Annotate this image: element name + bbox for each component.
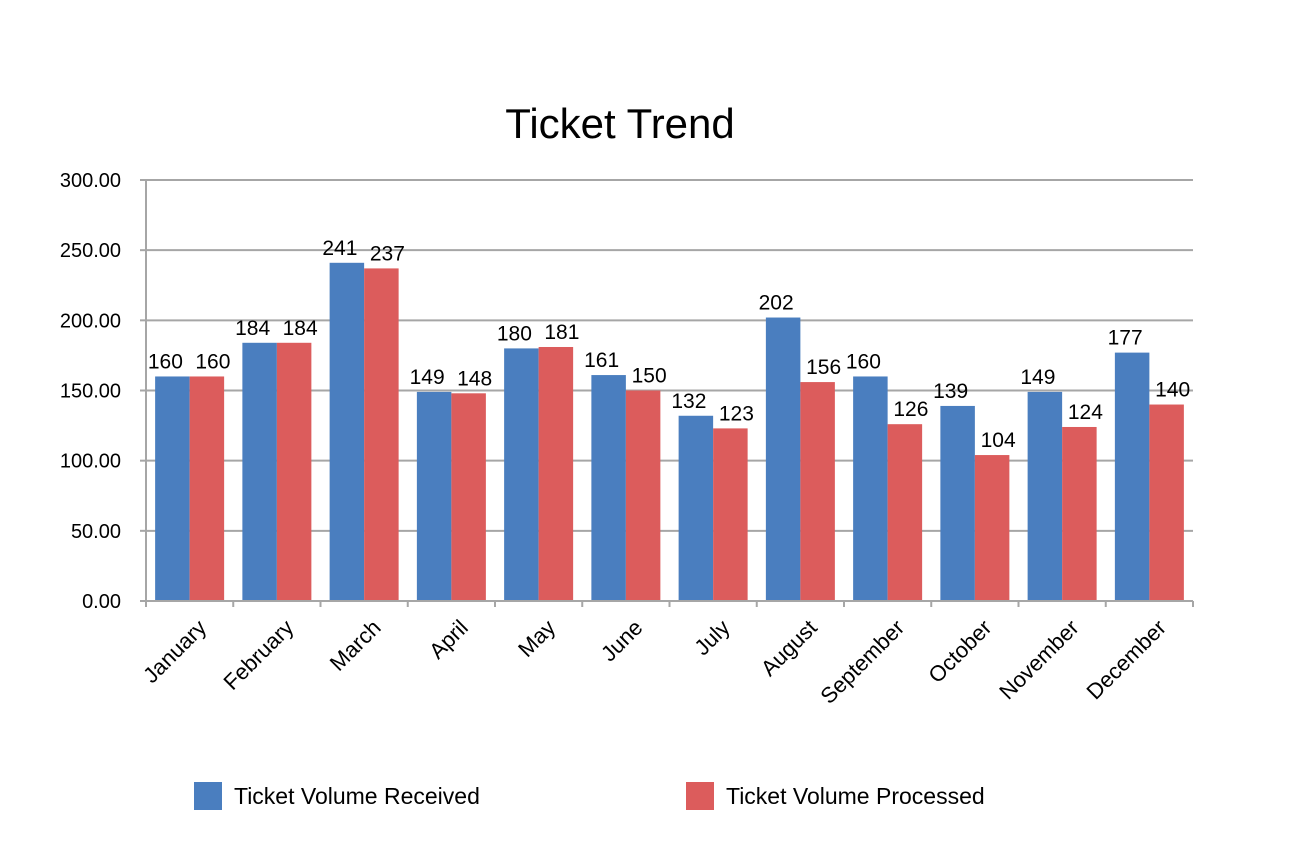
data-label: 160: [148, 350, 183, 373]
chart-title: Ticket Trend: [505, 100, 735, 147]
legend-swatch-processed: [686, 782, 714, 810]
data-label: 149: [1020, 366, 1055, 389]
bar: [1114, 352, 1150, 601]
data-label: 184: [283, 317, 318, 340]
data-label: 123: [719, 402, 754, 425]
x-tick-label: March: [325, 615, 386, 676]
x-tick-label: August: [756, 615, 822, 681]
bar: [713, 428, 748, 601]
bar: [940, 405, 975, 601]
bar: [416, 391, 452, 601]
y-tick-label: 100.00: [60, 451, 121, 473]
y-tick-label: 150.00: [60, 381, 121, 403]
bar: [887, 424, 923, 601]
bar: [189, 376, 225, 601]
legend-item-received: Ticket Volume Received: [194, 782, 480, 810]
data-label: 241: [322, 237, 357, 260]
bar: [591, 375, 626, 601]
data-label: 177: [1108, 327, 1143, 350]
data-label: 180: [497, 322, 532, 345]
x-tick-label: January: [138, 615, 211, 688]
bar: [853, 376, 888, 601]
bar: [538, 346, 574, 601]
y-tick-label: 0.00: [82, 591, 121, 613]
data-label: 150: [632, 365, 667, 388]
data-label: 160: [846, 350, 881, 373]
x-tick-label: July: [689, 615, 734, 660]
data-label: 139: [933, 380, 968, 403]
x-tick-label: April: [424, 615, 473, 664]
x-tick-label: November: [994, 615, 1083, 704]
legend-item-processed: Ticket Volume Processed: [686, 782, 985, 810]
data-label: 181: [544, 321, 579, 344]
bar: [364, 268, 399, 601]
legend-swatch-received: [194, 782, 222, 810]
bar: [451, 393, 486, 601]
y-tick-label: 200.00: [60, 310, 121, 332]
data-label: 126: [893, 398, 928, 421]
data-label: 184: [235, 317, 270, 340]
data-label: 124: [1068, 401, 1103, 424]
y-tick-label: 300.00: [60, 170, 121, 192]
x-tick-label: December: [1081, 615, 1170, 704]
x-tick-label: September: [815, 615, 909, 709]
bar: [625, 390, 661, 601]
data-label: 160: [195, 350, 230, 373]
y-tick-label: 250.00: [60, 240, 121, 262]
bar: [276, 342, 312, 601]
y-tick-label: 50.00: [71, 521, 121, 543]
legend: Ticket Volume Received Ticket Volume Pro…: [0, 782, 1302, 812]
data-label: 237: [370, 242, 405, 265]
data-label: 156: [806, 356, 841, 379]
bar: [1149, 404, 1184, 601]
bar: [504, 348, 539, 601]
bar: [1027, 391, 1063, 601]
legend-label-received: Ticket Volume Received: [234, 782, 480, 809]
bar: [155, 376, 190, 601]
bar: [765, 317, 801, 601]
bar: [974, 455, 1010, 601]
x-tick-label: February: [218, 615, 298, 695]
bar: [242, 342, 277, 601]
x-tick-label: October: [923, 615, 996, 688]
x-tick-label: June: [596, 615, 647, 666]
data-label: 149: [410, 366, 445, 389]
data-label: 202: [759, 292, 794, 315]
x-tick-label: May: [513, 615, 560, 662]
data-label: 140: [1155, 379, 1190, 402]
bar: [329, 262, 365, 601]
data-label: 148: [457, 367, 492, 390]
bar: [800, 382, 835, 601]
data-label: 104: [981, 429, 1016, 452]
legend-label-processed: Ticket Volume Processed: [726, 782, 985, 809]
bar: [1062, 426, 1097, 601]
data-label: 132: [671, 390, 706, 413]
data-label: 161: [584, 349, 619, 372]
bar: [678, 415, 714, 601]
